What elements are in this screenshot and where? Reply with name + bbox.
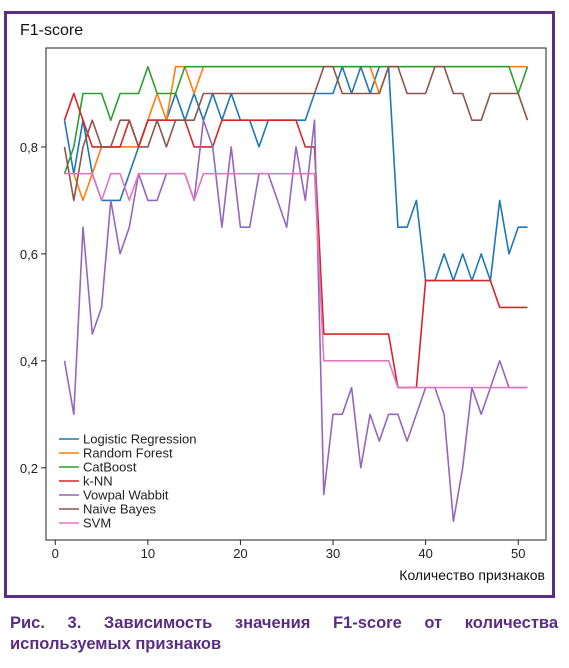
x-tick-label: 40 [418,546,432,561]
plot-area-border [45,47,547,541]
figure-caption: Рис. 3. Зависимость значения F1-score от… [10,614,558,653]
x-tick-label: 50 [511,546,525,561]
series-line [63,65,529,202]
x-tick-label: 20 [233,546,247,561]
legend-label: SVM [83,516,111,531]
x-tick-label: 0 [52,546,59,561]
y-tick-label: 0,8 [20,140,38,155]
legend-label: Vowpal Wabbit [83,488,169,503]
x-tick-label: 30 [326,546,340,561]
figure-frame [4,11,555,598]
legend-label: Random Forest [83,446,173,461]
y-axis-label: F1-score [20,22,84,39]
legend-label: CatBoost [83,460,137,475]
series-line [63,119,528,523]
legend-label: Naive Bayes [83,502,156,517]
legend-label: Logistic Regression [83,432,196,447]
line-chart: 0 10 20 30 40 50 0,2 0,4 0,6 0,8 Logistic Regress… [20,47,547,561]
y-tick-label: 0,6 [20,247,38,262]
x-tick-label: 10 [141,546,155,561]
series-line [63,65,529,174]
series-line [63,92,528,389]
y-tick-label: 0,2 [20,461,38,476]
y-tick-label: 0,4 [20,354,38,369]
legend-label: k-NN [83,474,113,489]
x-axis-label: Количество признаков [399,567,545,583]
series-line [64,172,528,389]
